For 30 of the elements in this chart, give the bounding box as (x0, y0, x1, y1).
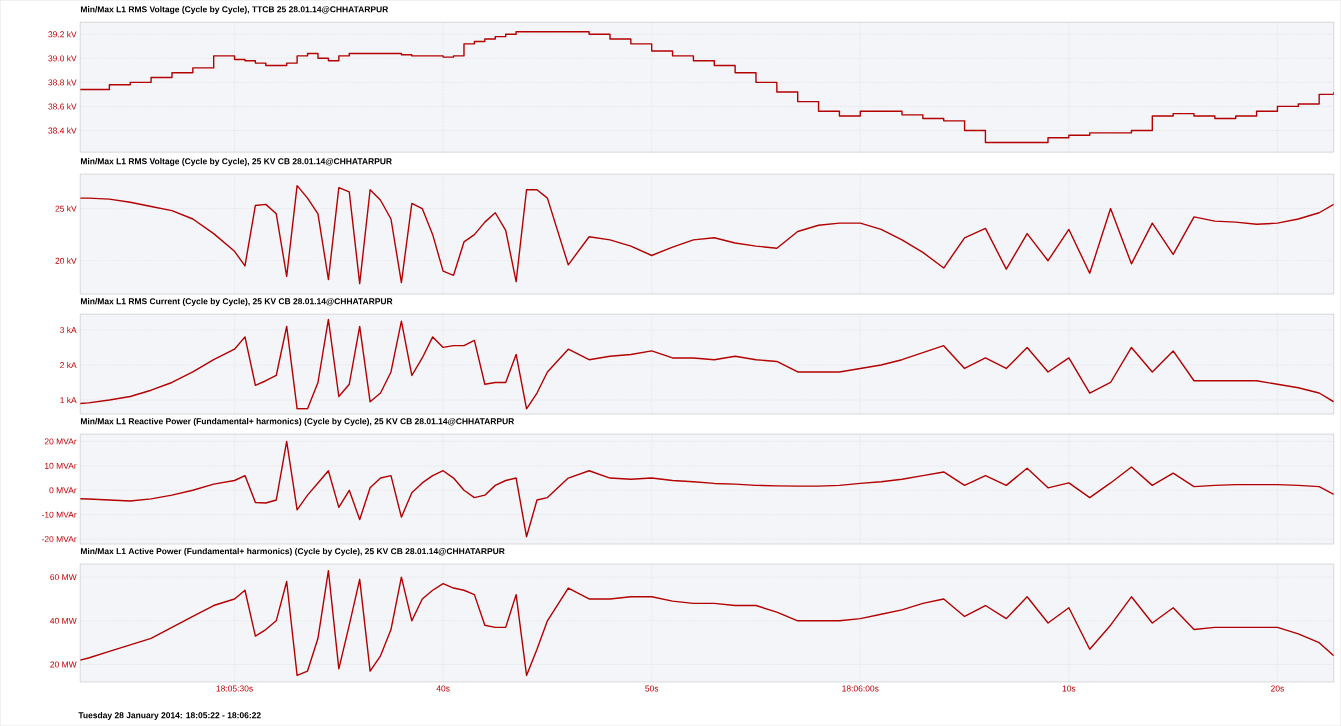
y-tick-label: 38.6 kV (48, 103, 77, 110)
y-tick-label: 40 MW (50, 617, 77, 624)
chart-title: Min/Max L1 Active Power (Fundamental+ harmonics) (Cycle by Cycle), 25 KV CB 28.01.14@CHHATARPUR (80, 547, 505, 556)
chart-title: Min/Max L1 RMS Voltage (Cycle by Cycle), 25 KV CB 28.01.14@CHHATARPUR (80, 157, 392, 166)
y-tick-label: 2 kA (60, 361, 77, 368)
x-tick-label: 18:06:00s (842, 685, 879, 692)
x-tick-label: 40s (436, 685, 450, 692)
y-tick-label: -10 MVAr (41, 511, 77, 518)
chart-title: Min/Max L1 RMS Voltage (Cycle by Cycle), TTCB 25 28.01.14@CHHATARPUR (80, 6, 389, 14)
y-tick-label: 25 kV (55, 205, 77, 212)
x-tick-label: 18:05:30s (216, 685, 253, 692)
y-tick-label: 38.4 kV (48, 127, 77, 134)
chart-title: Min/Max L1 Reactive Power (Fundamental+ harmonics) (Cycle by Cycle), 25 KV CB 28.01.14@CHHATARPUR (80, 417, 515, 426)
y-tick-label: 60 MW (50, 574, 77, 581)
text: Tuesday 28 January 2014: 18:05:22 - 18:06:22 (78, 711, 261, 720)
y-tick-label: 1 kA (60, 396, 77, 404)
x-tick-label: 10s (1062, 685, 1076, 692)
y-tick-label: 0 MVAr (49, 487, 77, 494)
y-tick-label: 3 kA (60, 326, 77, 333)
y-tick-label: 20 MVAr (44, 438, 77, 445)
y-tick-label: -20 MVAr (41, 536, 77, 543)
y-tick-label: 20 kV (55, 257, 77, 264)
x-tick-label: 20s (1271, 685, 1284, 692)
x-tick-label: 50s (645, 685, 659, 692)
y-tick-label: 38.8 kV (48, 79, 77, 86)
y-tick-label: 39.0 kV (48, 55, 77, 62)
chart-title: Min/Max L1 RMS Current (Cycle by Cycle), 25 KV CB 28.01.14@CHHATARPUR (80, 297, 393, 306)
y-tick-label: 10 MVAr (45, 462, 77, 469)
y-tick-label: 20 MW (50, 661, 77, 668)
y-tick-label: 39.2 kV (48, 31, 77, 38)
